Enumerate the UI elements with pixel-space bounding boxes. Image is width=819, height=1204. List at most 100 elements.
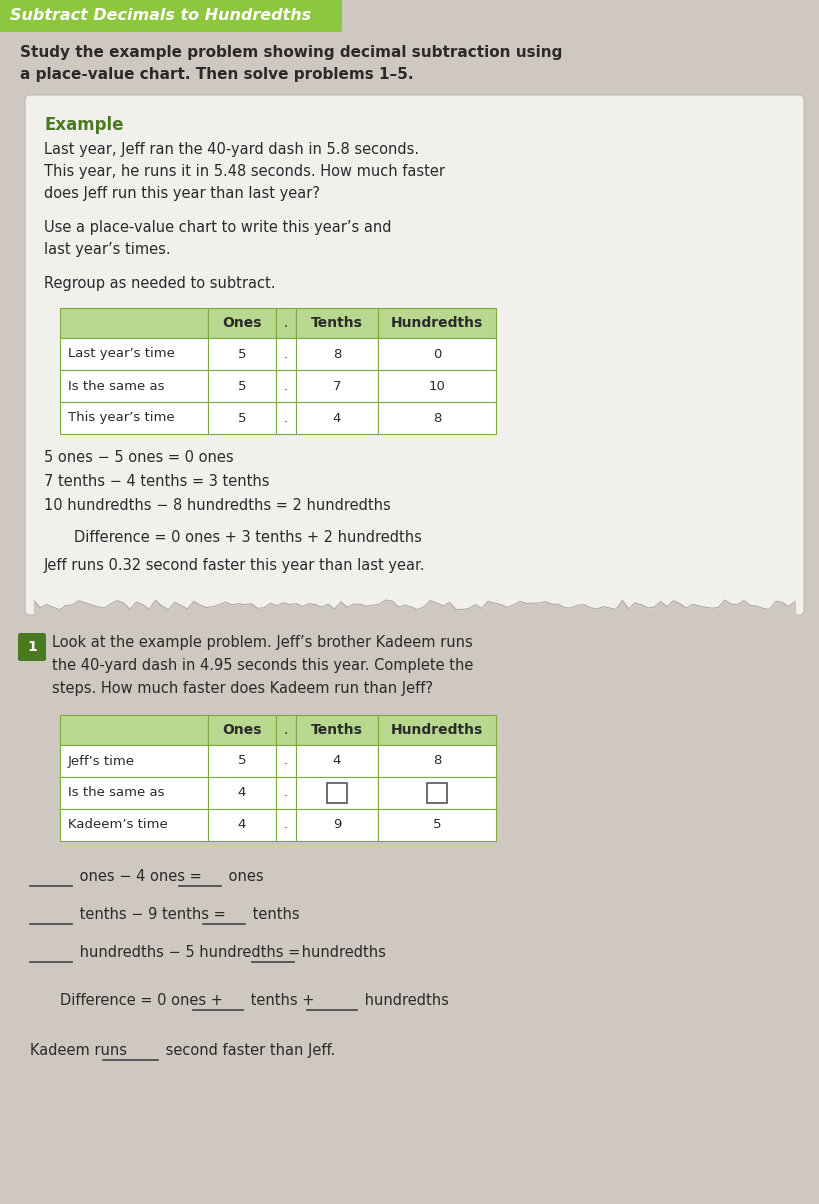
Text: 7 tenths − 4 tenths = 3 tenths: 7 tenths − 4 tenths = 3 tenths (44, 474, 269, 489)
Text: ones − 4 ones =: ones − 4 ones = (75, 869, 206, 884)
Text: 8: 8 (432, 412, 441, 425)
Text: This year, he runs it in 5.48 seconds. How much faster: This year, he runs it in 5.48 seconds. H… (44, 164, 445, 179)
Text: 5: 5 (238, 348, 247, 360)
Bar (60, 308, 208, 338)
Text: steps. How much faster does Kadeem run than Jeff?: steps. How much faster does Kadeem run t… (52, 681, 433, 696)
Text: 8: 8 (432, 755, 441, 767)
Bar (208, 308, 276, 338)
Text: .: . (284, 819, 288, 832)
Bar (327, 783, 347, 803)
Text: second faster than Jeff.: second faster than Jeff. (161, 1043, 335, 1058)
Text: This year’s time: This year’s time (68, 412, 174, 425)
Text: Study the example problem showing decimal subtraction using
a place-value chart.: Study the example problem showing decima… (20, 45, 563, 82)
Bar (378, 402, 496, 433)
Text: .: . (284, 755, 288, 767)
Text: Last year’s time: Last year’s time (68, 348, 175, 360)
Bar (296, 370, 378, 402)
FancyBboxPatch shape (0, 0, 342, 33)
Bar (60, 777, 208, 809)
Text: Example: Example (44, 116, 124, 134)
Text: 4: 4 (238, 819, 247, 832)
Text: 4: 4 (333, 755, 342, 767)
Text: 5: 5 (238, 412, 247, 425)
FancyBboxPatch shape (25, 95, 804, 615)
Text: .: . (284, 315, 288, 330)
Bar (296, 308, 378, 338)
Bar (378, 745, 496, 777)
Text: .: . (284, 348, 288, 360)
Text: the 40-yard dash in 4.95 seconds this year. Complete the: the 40-yard dash in 4.95 seconds this ye… (52, 659, 473, 673)
Bar (378, 777, 496, 809)
Text: 5: 5 (238, 379, 247, 393)
Text: Difference = 0 ones + 3 tenths + 2 hundredths: Difference = 0 ones + 3 tenths + 2 hundr… (74, 530, 422, 545)
Bar (208, 370, 276, 402)
Text: 5: 5 (432, 819, 441, 832)
Bar (276, 308, 296, 338)
Bar (378, 308, 496, 338)
Text: 10 hundredths − 8 hundredths = 2 hundredths: 10 hundredths − 8 hundredths = 2 hundred… (44, 498, 391, 513)
Text: .: . (284, 412, 288, 425)
Bar (296, 745, 378, 777)
Bar (208, 402, 276, 433)
Text: Hundredths: Hundredths (391, 315, 483, 330)
Text: 5 ones − 5 ones = 0 ones: 5 ones − 5 ones = 0 ones (44, 450, 233, 465)
Text: 4: 4 (333, 412, 342, 425)
Text: Tenths: Tenths (311, 315, 363, 330)
Bar (276, 809, 296, 842)
Bar (296, 777, 378, 809)
Bar (378, 370, 496, 402)
FancyBboxPatch shape (18, 633, 46, 661)
Text: Hundredths: Hundredths (391, 722, 483, 737)
Text: Difference = 0 ones +: Difference = 0 ones + (60, 993, 228, 1008)
Bar (276, 370, 296, 402)
Text: last year’s times.: last year’s times. (44, 242, 170, 256)
Bar (296, 715, 378, 745)
Bar (60, 809, 208, 842)
Text: Look at the example problem. Jeff’s brother Kadeem runs: Look at the example problem. Jeff’s brot… (52, 635, 473, 650)
Bar (208, 809, 276, 842)
Text: .: . (284, 722, 288, 737)
Bar (378, 338, 496, 370)
Text: 8: 8 (333, 348, 342, 360)
Text: tenths: tenths (248, 907, 300, 922)
Bar (60, 745, 208, 777)
Text: Is the same as: Is the same as (68, 786, 165, 799)
Text: Ones: Ones (222, 315, 262, 330)
Text: Jeff runs 0.32 second faster this year than last year.: Jeff runs 0.32 second faster this year t… (44, 557, 426, 573)
Bar (208, 745, 276, 777)
Bar (276, 745, 296, 777)
Text: .: . (284, 786, 288, 799)
Text: 0: 0 (432, 348, 441, 360)
Bar (276, 338, 296, 370)
Text: Is the same as: Is the same as (68, 379, 165, 393)
Bar (276, 777, 296, 809)
Text: tenths − 9 tenths =: tenths − 9 tenths = (75, 907, 230, 922)
Text: 7: 7 (333, 379, 342, 393)
Bar (378, 715, 496, 745)
Bar (60, 715, 208, 745)
Text: hundredths: hundredths (360, 993, 449, 1008)
Bar (296, 338, 378, 370)
Bar (296, 402, 378, 433)
Text: 1: 1 (27, 641, 37, 654)
Text: Kadeem’s time: Kadeem’s time (68, 819, 168, 832)
Bar (276, 402, 296, 433)
Text: .: . (284, 379, 288, 393)
Bar (276, 715, 296, 745)
Bar (427, 783, 447, 803)
Text: Regroup as needed to subtract.: Regroup as needed to subtract. (44, 276, 275, 291)
Bar (60, 370, 208, 402)
Text: Jeff’s time: Jeff’s time (68, 755, 135, 767)
Bar (208, 715, 276, 745)
Text: 5: 5 (238, 755, 247, 767)
Text: Ones: Ones (222, 722, 262, 737)
Bar (208, 338, 276, 370)
Text: tenths +: tenths + (246, 993, 319, 1008)
Text: hundredths − 5 hundredths =: hundredths − 5 hundredths = (75, 945, 305, 960)
Text: Kadeem runs: Kadeem runs (30, 1043, 132, 1058)
Text: Subtract Decimals to Hundredths: Subtract Decimals to Hundredths (10, 7, 311, 23)
Text: does Jeff run this year than last year?: does Jeff run this year than last year? (44, 185, 320, 201)
Text: hundredths: hundredths (297, 945, 386, 960)
Text: 4: 4 (238, 786, 247, 799)
Bar (296, 809, 378, 842)
